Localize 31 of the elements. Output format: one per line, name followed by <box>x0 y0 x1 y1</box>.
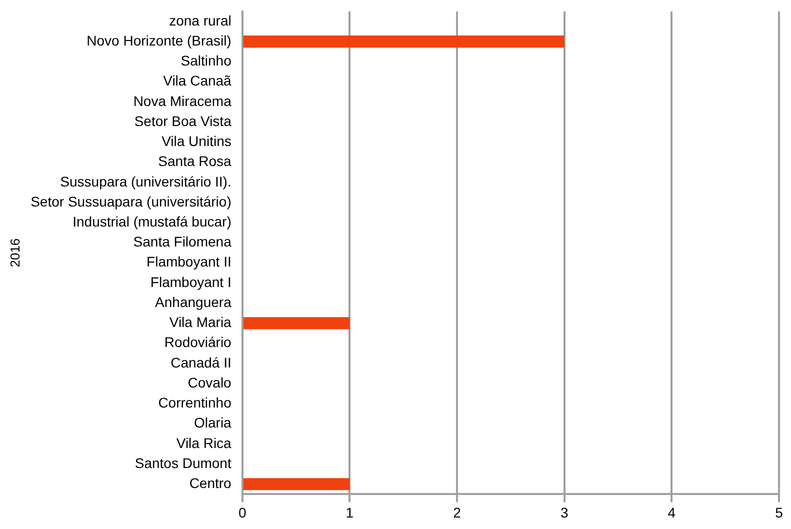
y-tick-label: Vila Maria <box>169 314 232 330</box>
y-axis-title: 2016 <box>7 238 22 268</box>
y-tick-label: Setor Boa Vista <box>134 112 232 129</box>
y-tick-label: Santa Rosa <box>158 153 232 170</box>
x-tick-label: 1 <box>346 504 354 520</box>
x-tick-label: 5 <box>775 504 784 520</box>
y-tick-label: Vila Unitins <box>162 133 232 150</box>
y-tick-label: Industrial (mustafá bucar) <box>72 213 232 230</box>
y-tick-label: Vila Rica <box>176 434 232 451</box>
y-tick-label: Santa Filomena <box>133 234 232 250</box>
x-tick-label: 2 <box>453 504 462 520</box>
y-tick-label: Sussupara (universitário II). <box>60 173 232 190</box>
y-tick-label: Canadá II <box>170 354 232 370</box>
y-tick-label: Flamboyant I <box>150 274 232 290</box>
y-tick-label: Flamboyant II <box>146 254 232 270</box>
y-tick-label: Vila Canaã <box>163 72 232 89</box>
y-tick-label: Novo Horizonte (Brasil) <box>86 32 232 48</box>
y-tick-label: Santos Dumont <box>134 454 232 471</box>
x-tick-label: 0 <box>238 504 246 520</box>
y-tick-label: zona rural <box>169 12 232 28</box>
x-tick-label: 4 <box>668 504 676 520</box>
y-tick-label: Olaria <box>194 414 232 431</box>
y-tick-label: Saltinho <box>180 52 232 69</box>
y-tick-label: Anhanguera <box>155 294 232 310</box>
y-tick-label: Correntinho <box>158 394 232 411</box>
y-tick-label: Rodoviário <box>164 334 232 350</box>
y-tick-label: Setor Sussuapara (universitário) <box>30 193 232 210</box>
x-tick-label: 3 <box>560 504 568 520</box>
y-tick-label: Centro <box>189 475 232 491</box>
y-tick-label: Covalo <box>188 374 232 390</box>
y-tick-label: Nova Miracema <box>133 92 232 109</box>
